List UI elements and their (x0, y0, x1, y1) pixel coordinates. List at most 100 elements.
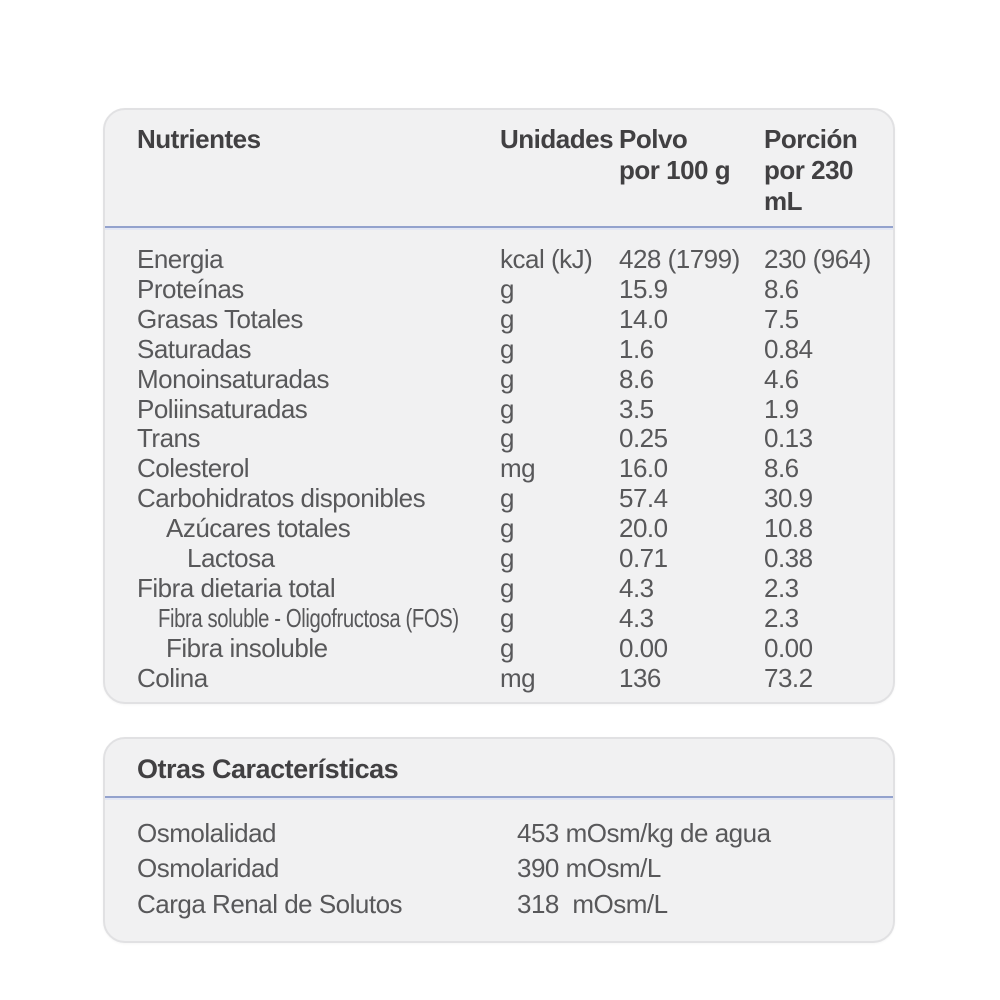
other-characteristics-body: Osmolalidad 453 mOsm/kg de agua Osmolari… (105, 800, 893, 942)
other-characteristics-card: Otras Características Osmolalidad 453 mO… (103, 736, 895, 944)
unit-value: g (500, 513, 514, 544)
unit-value: g (500, 273, 514, 304)
per-100g-value: 4.3 (619, 572, 654, 603)
per-100g-value: 0.00 (619, 632, 668, 663)
unit-value: g (500, 483, 514, 514)
nutrient-label: Fibra dietaria total (137, 572, 336, 603)
per-100g-value: 0.25 (619, 423, 668, 454)
other-characteristics-title: Otras Características (137, 753, 399, 784)
header-polvo: Polvo por 100 g (619, 124, 764, 217)
header-porcion-line1: Porción (764, 124, 858, 154)
nutrient-label: Colesterol (137, 453, 250, 484)
characteristic-row: Carga Renal de Solutos 318 mOsm/L (105, 887, 893, 923)
table-row: Monoinsaturadas g 8.6 4.6 (105, 363, 893, 395)
per-100g-value: 15.9 (619, 273, 668, 304)
header-nutrients: Nutrientes (137, 124, 261, 154)
per-230ml-value: 230 (964) (764, 244, 871, 274)
per-100g-value: 8.6 (619, 363, 654, 394)
unit-value: g (500, 423, 514, 454)
nutrient-label: Grasas Totales (137, 303, 303, 334)
table-row: Colesterol mg 16.0 8.6 (105, 453, 893, 484)
unit-value: kcal (kJ) (500, 244, 593, 274)
header-polvo-line2: por 100 g (619, 155, 731, 185)
per-230ml-value: 10.8 (764, 513, 813, 544)
per-100g-value: 16.0 (619, 453, 668, 484)
per-100g-value: 0.71 (619, 543, 668, 574)
table-row: Proteínas g 15.9 8.6 (105, 273, 893, 305)
unit-value: g (500, 333, 514, 364)
nutrient-label: Monoinsaturadas (137, 363, 329, 394)
unit-value: g (500, 543, 514, 574)
table-row: Fibra soluble - Oligofructosa (FOS) g 4.… (105, 602, 893, 634)
table-row: Grasas Totales g 14.0 7.5 (105, 303, 893, 335)
unit-value: g (500, 572, 514, 603)
characteristic-value: 390 mOsm/L (517, 853, 661, 884)
table-row: Fibra dietaria total g 4.3 2.3 (105, 572, 893, 604)
header-units: Unidades (500, 124, 614, 154)
per-230ml-value: 0.38 (764, 543, 813, 574)
table-row: Lactosa g 0.71 0.38 (105, 543, 893, 574)
characteristic-value: 453 mOsm/kg de agua (517, 817, 771, 848)
title-divider (105, 795, 893, 800)
nutrients-table-body: Energia kcal (kJ) 428 (1799) 230 (964) P… (105, 230, 893, 702)
unit-value: mg (500, 453, 536, 484)
page: Nutrientes Unidades Polvo por 100 g Porc… (103, 108, 895, 944)
header-porcion-line2: por 230 mL (764, 155, 854, 216)
nutrient-label: Carbohidratos disponibles (137, 483, 426, 514)
nutrient-label: Saturadas (137, 333, 252, 364)
table-row: Saturadas g 1.6 0.84 (105, 333, 893, 365)
header-divider (105, 226, 893, 230)
nutrients-card: Nutrientes Unidades Polvo por 100 g Porc… (103, 108, 895, 704)
per-100g-value: 3.5 (619, 393, 654, 424)
per-230ml-value: 2.3 (764, 602, 799, 633)
unit-value: g (500, 303, 514, 334)
per-230ml-value: 1.9 (764, 393, 799, 424)
per-230ml-value: 0.13 (764, 423, 813, 454)
per-230ml-value: 0.00 (764, 632, 813, 663)
per-100g-value: 428 (1799) (619, 244, 740, 274)
nutrient-label: Lactosa (187, 543, 275, 574)
characteristic-label: Osmolalidad (137, 817, 277, 848)
per-230ml-value: 73.2 (764, 662, 813, 693)
table-row: Azúcares totales g 20.0 10.8 (105, 513, 893, 544)
unit-value: g (500, 393, 514, 424)
per-100g-value: 4.3 (619, 602, 654, 633)
nutrient-label: Azúcares totales (166, 513, 351, 544)
nutrient-label: Proteínas (137, 273, 244, 304)
nutrient-label: Fibra soluble - Oligofructosa (FOS) (137, 602, 500, 634)
characteristic-row: Osmolaridad 390 mOsm/L (105, 851, 893, 887)
table-row: Energia kcal (kJ) 428 (1799) 230 (964) (105, 244, 893, 275)
table-row: Poliinsaturadas g 3.5 1.9 (105, 393, 893, 425)
per-100g-value: 20.0 (619, 513, 668, 544)
header-polvo-line1: Polvo (619, 124, 688, 154)
nutrient-label: Energia (137, 244, 224, 274)
unit-value: mg (500, 662, 536, 693)
per-230ml-value: 2.3 (764, 572, 799, 603)
table-row: Trans g 0.25 0.13 (105, 424, 893, 454)
nutrient-label: Fibra insoluble (166, 632, 328, 663)
per-230ml-value: 8.6 (764, 453, 799, 484)
characteristic-label: Carga Renal de Solutos (137, 888, 403, 919)
per-230ml-value: 4.6 (764, 363, 799, 394)
table-row: Carbohidratos disponibles g 57.4 30.9 (105, 483, 893, 514)
per-230ml-value: 0.84 (764, 333, 813, 364)
nutrient-label: Trans (137, 423, 201, 454)
unit-value: g (500, 632, 514, 663)
per-230ml-value: 8.6 (764, 273, 799, 304)
nutrient-label: Poliinsaturadas (137, 393, 308, 424)
per-100g-value: 14.0 (619, 303, 668, 334)
unit-value: g (500, 363, 514, 394)
per-100g-value: 136 (619, 662, 661, 693)
nutrient-label-text: Fibra soluble - Oligofructosa (FOS) (158, 602, 459, 633)
nutrient-label: Colina (137, 662, 208, 693)
per-100g-value: 57.4 (619, 483, 668, 514)
table-row: Colina mg 136 73.2 (105, 662, 893, 694)
per-230ml-value: 30.9 (764, 483, 813, 514)
nutrients-table-header: Nutrientes Unidades Polvo por 100 g Porc… (105, 110, 893, 226)
header-porcion: Porción por 230 mL (764, 124, 875, 217)
per-100g-value: 1.6 (619, 333, 654, 364)
characteristic-label: Osmolaridad (137, 853, 279, 884)
characteristic-value: 318 mOsm/L (517, 888, 668, 919)
per-230ml-value: 7.5 (764, 303, 799, 334)
unit-value: g (500, 602, 514, 633)
